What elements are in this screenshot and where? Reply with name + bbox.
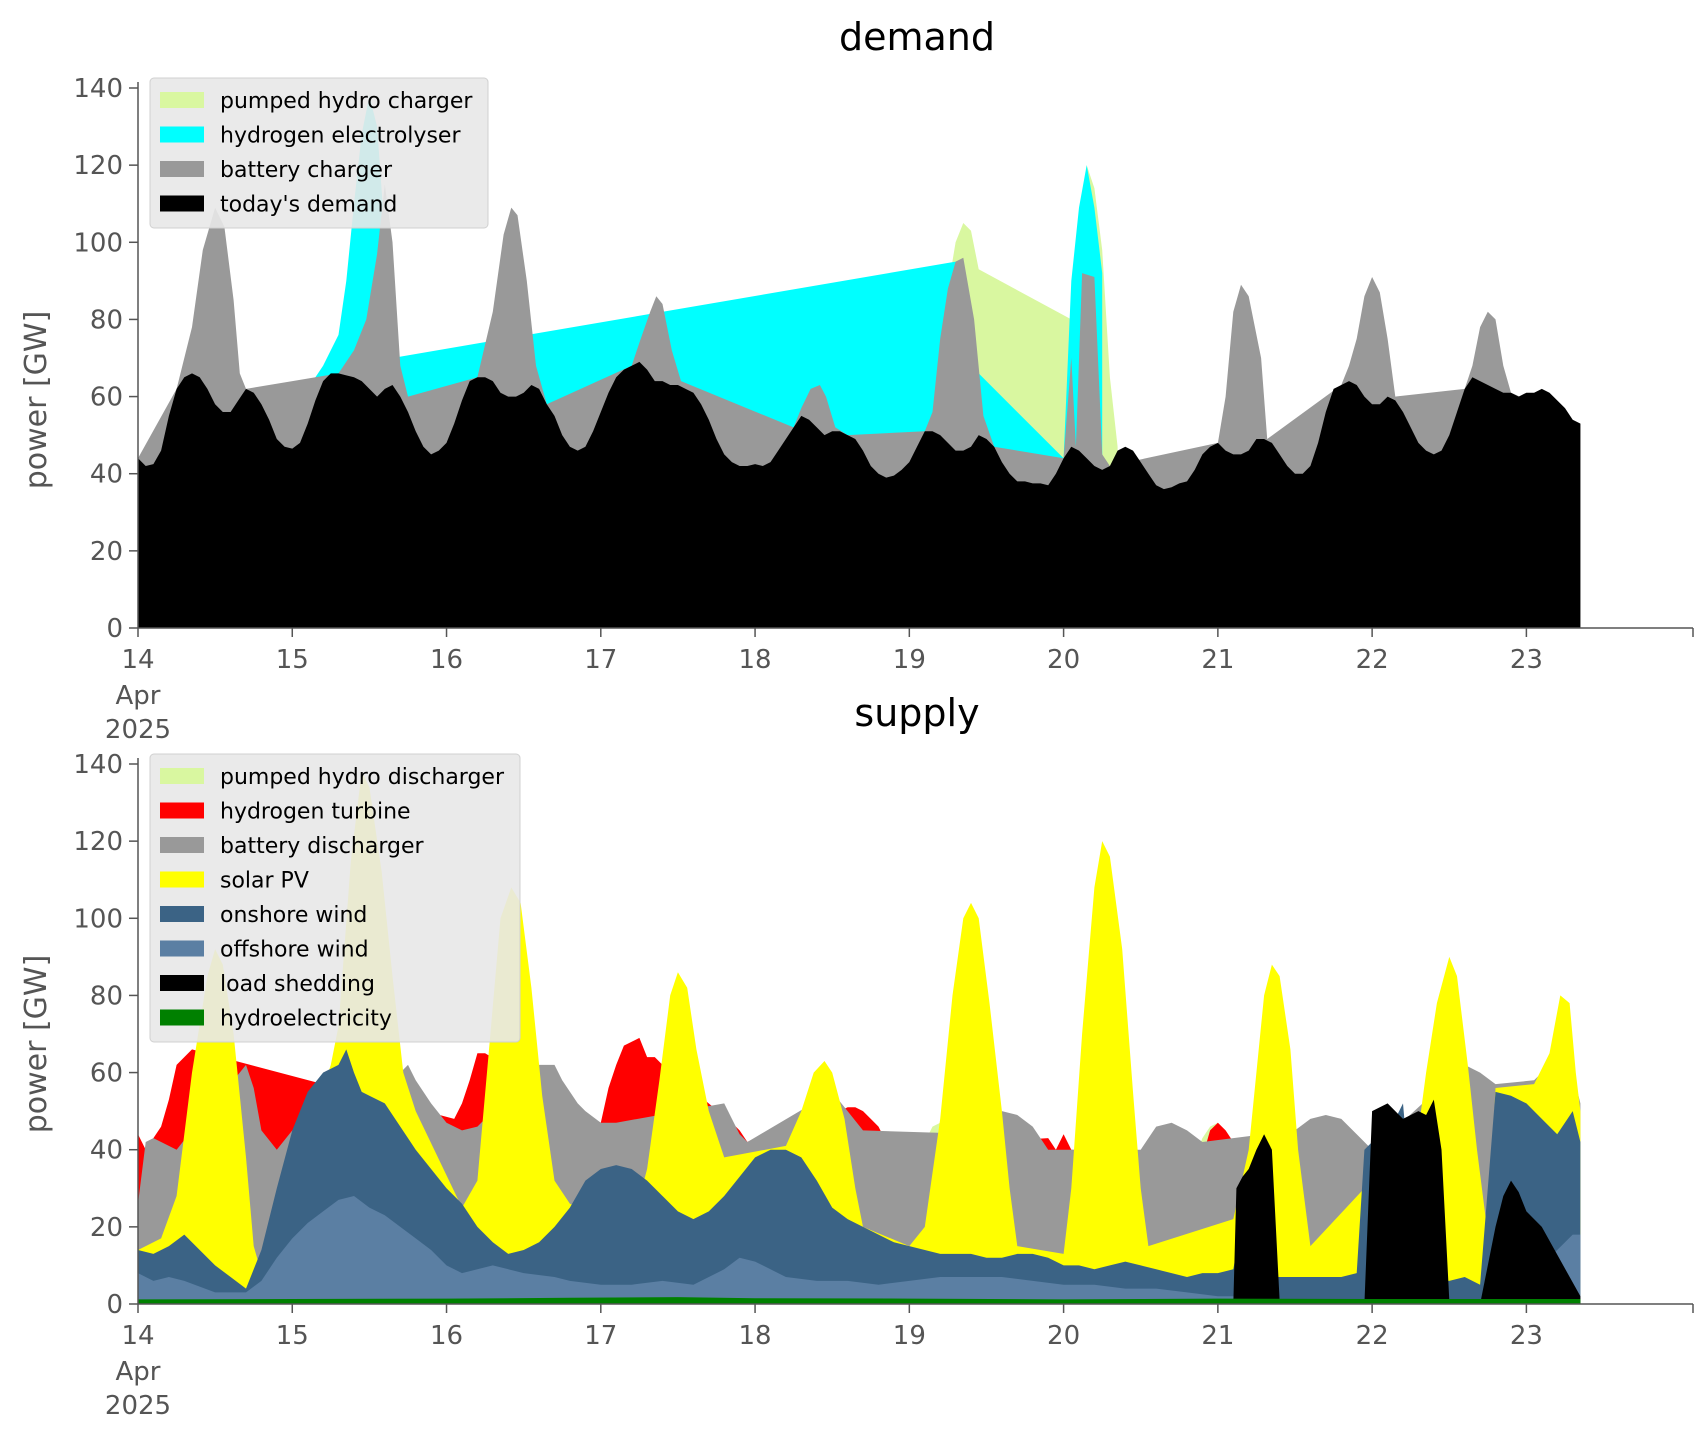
y-axis-label: power [GW] bbox=[19, 955, 54, 1134]
legend-swatch-hydroelectricity bbox=[160, 1009, 204, 1026]
x-tick-label: 19 bbox=[893, 645, 926, 675]
legend-swatch-hydrogen-electrolyser bbox=[160, 126, 204, 143]
x-tick-label: 14 bbox=[121, 645, 154, 675]
x-tick-label: 21 bbox=[1201, 1321, 1234, 1351]
legend-swatch-today-s-demand bbox=[160, 195, 204, 212]
legend-label-load-shedding: load shedding bbox=[220, 972, 375, 997]
x-tick-label: 22 bbox=[1356, 645, 1389, 675]
y-tick-label: 120 bbox=[73, 151, 123, 181]
legend-label-solar-pv: solar PV bbox=[220, 869, 309, 894]
series-areas bbox=[138, 95, 1581, 628]
y-tick-label: 20 bbox=[90, 1213, 123, 1243]
legend-label-battery-discharger: battery discharger bbox=[220, 834, 425, 859]
legend-label-hydrogen-electrolyser: hydrogen electrolyser bbox=[220, 124, 461, 149]
y-tick-label: 0 bbox=[106, 1290, 123, 1320]
x-tick-label: 19 bbox=[893, 1321, 926, 1351]
y-tick-label: 60 bbox=[90, 383, 123, 413]
legend: pumped hydro discharger hydrogen turbine b… bbox=[149, 753, 521, 1043]
axes: 0 20 40 60 80 100 120 140 14 Apr 2025 15 16 17 18 19 20 2… bbox=[73, 750, 1694, 1421]
legend-swatch-solar-pv bbox=[160, 871, 204, 888]
x-tick-label: 18 bbox=[739, 1321, 772, 1351]
legend-swatch-offshore-wind bbox=[160, 940, 204, 957]
x-tick-sublabel: 2025 bbox=[105, 715, 171, 745]
y-tick-label: 40 bbox=[90, 460, 123, 490]
legend-label-pumped-hydro-discharger: pumped hydro discharger bbox=[220, 765, 505, 790]
legend-swatch-pumped-hydro-charger bbox=[160, 92, 204, 108]
y-tick-label: 80 bbox=[90, 305, 123, 335]
legend-label-hydroelectricity: hydroelectricity bbox=[220, 1007, 392, 1032]
legend-swatch-hydrogen-turbine bbox=[160, 802, 204, 819]
chart-title: demand bbox=[839, 15, 995, 59]
y-tick-label: 120 bbox=[73, 827, 123, 857]
area-series-hydroelectricity bbox=[138, 1297, 1581, 1304]
legend-label-today-s-demand: today's demand bbox=[220, 193, 397, 218]
y-tick-label: 100 bbox=[73, 904, 123, 934]
x-tick-label: 16 bbox=[430, 1321, 463, 1351]
legend-label-hydrogen-turbine: hydrogen turbine bbox=[220, 800, 411, 825]
demand-chart: demand power [GW] 0 20 40 60 80 100 120 140 14 Ap… bbox=[19, 15, 1694, 745]
x-tick-sublabel: 2025 bbox=[105, 1391, 171, 1421]
x-tick-label: 18 bbox=[739, 645, 772, 675]
legend-swatch-load-shedding bbox=[160, 975, 204, 991]
x-tick-label: 15 bbox=[276, 645, 309, 675]
area-series-offshore-wind bbox=[138, 1196, 1581, 1304]
series-areas bbox=[138, 771, 1581, 1304]
legend-swatch-onshore-wind bbox=[160, 906, 204, 922]
x-tick-label: 17 bbox=[584, 1321, 617, 1351]
y-tick-label: 100 bbox=[73, 228, 123, 258]
legend-swatch-battery-discharger bbox=[160, 837, 204, 853]
y-tick-label: 80 bbox=[90, 981, 123, 1011]
legend-swatch-pumped-hydro-discharger bbox=[160, 768, 204, 784]
legend-frame bbox=[149, 77, 489, 229]
legend-label-battery-charger: battery charger bbox=[220, 158, 393, 183]
legend-label-offshore-wind: offshore wind bbox=[220, 938, 369, 963]
legend-swatch-battery-charger bbox=[160, 161, 204, 177]
area-series-load-shedding bbox=[1233, 1099, 1581, 1304]
y-tick-label: 40 bbox=[90, 1136, 123, 1166]
x-tick-label: 20 bbox=[1047, 645, 1080, 675]
area-series-solar-pv bbox=[138, 771, 1581, 1304]
x-tick-label: 14 bbox=[121, 1321, 154, 1351]
x-tick-label: 23 bbox=[1510, 1321, 1543, 1351]
legend-label-pumped-hydro-charger: pumped hydro charger bbox=[220, 89, 473, 114]
x-tick-label: 22 bbox=[1356, 1321, 1389, 1351]
axes: 0 20 40 60 80 100 120 140 14 Apr 2025 15 16 17 18 19 20 2… bbox=[73, 74, 1694, 745]
area-series-today-s-demand bbox=[138, 361, 1581, 628]
x-tick-sublabel: Apr bbox=[116, 681, 161, 711]
x-tick-label: 16 bbox=[430, 645, 463, 675]
supply-chart: supply power [GW] 0 20 40 60 80 100 120 140 14 Ap… bbox=[19, 691, 1694, 1421]
x-tick-label: 15 bbox=[276, 1321, 309, 1351]
y-tick-label: 20 bbox=[90, 537, 123, 567]
legend-frame bbox=[149, 753, 521, 1043]
x-tick-label: 23 bbox=[1510, 645, 1543, 675]
y-tick-label: 140 bbox=[73, 74, 123, 104]
chart-title: supply bbox=[854, 691, 979, 735]
y-tick-label: 140 bbox=[73, 750, 123, 780]
legend: pumped hydro charger hydrogen electrolyse… bbox=[149, 77, 489, 229]
x-tick-sublabel: Apr bbox=[116, 1357, 161, 1387]
y-tick-label: 0 bbox=[106, 614, 123, 644]
x-tick-label: 20 bbox=[1047, 1321, 1080, 1351]
x-tick-label: 17 bbox=[584, 645, 617, 675]
y-axis-label: power [GW] bbox=[19, 311, 54, 490]
y-tick-label: 60 bbox=[90, 1059, 123, 1089]
legend-label-onshore-wind: onshore wind bbox=[220, 903, 367, 928]
x-tick-label: 21 bbox=[1201, 645, 1234, 675]
